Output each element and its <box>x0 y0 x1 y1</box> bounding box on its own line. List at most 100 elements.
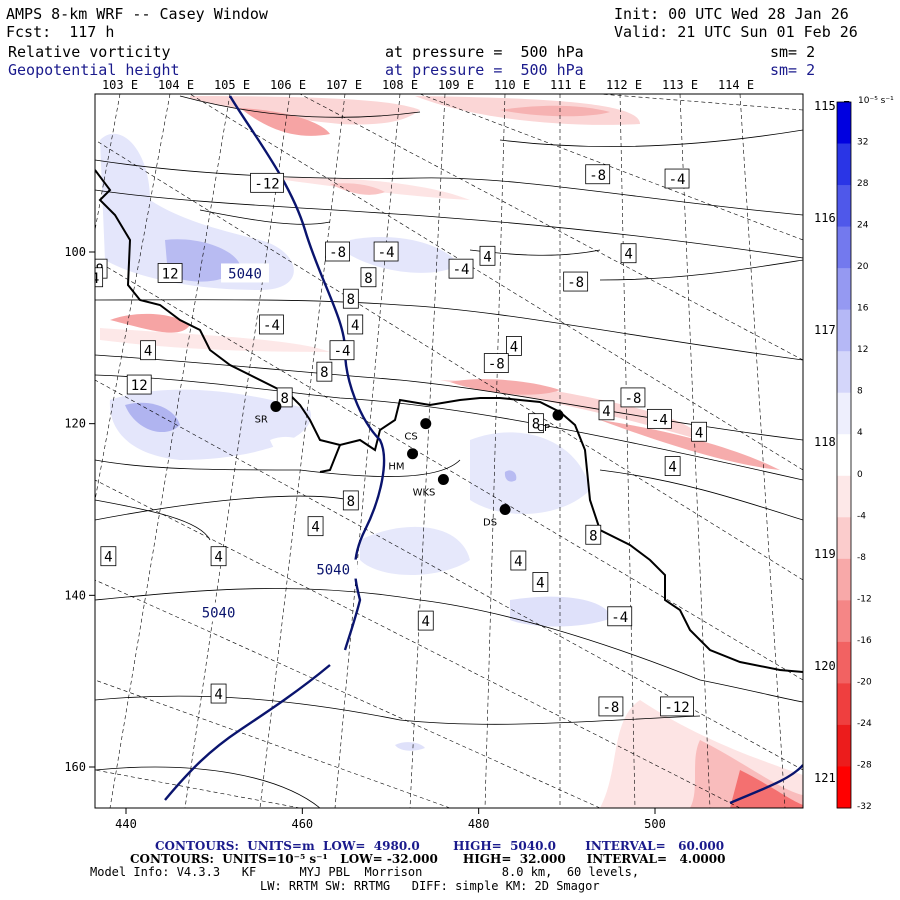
contour-label-box <box>563 271 589 292</box>
map-plot-area: -12-8-4-8-4845040-444128-88-4444-4-88128… <box>95 94 803 808</box>
contour-label-text: 5040 <box>202 606 236 622</box>
vorticity-contour-label: -4 <box>329 340 355 361</box>
station-dot <box>552 409 564 421</box>
contour-label-text: 4 <box>214 687 222 703</box>
positive-vorticity-shading <box>100 133 612 751</box>
vorticity-contour-label: -8 <box>563 271 589 292</box>
colorbar-label: 16 <box>857 304 869 314</box>
contour-label-box <box>342 288 359 309</box>
contour-label-text: 8 <box>320 365 328 381</box>
station-dot <box>270 401 282 412</box>
contour-label-text: 5040 <box>316 563 350 579</box>
colorbar-label: -32 <box>857 802 872 812</box>
contour-label-box <box>620 387 646 408</box>
y-axis: 100 120 140 160 <box>64 245 95 774</box>
contour-label-text: 4 <box>602 404 610 420</box>
contour-label-text: 4 <box>624 247 632 263</box>
contour-label-box <box>479 245 496 266</box>
contour-label-box <box>373 241 399 262</box>
contour-label-box <box>342 490 359 511</box>
contour-label-text: 12 <box>131 378 148 394</box>
contour-label-box <box>448 258 474 279</box>
vorticity-contour-label: 8 <box>585 524 602 545</box>
contour-label-box <box>528 413 544 434</box>
contour-label-box <box>483 353 509 373</box>
height-contour-label: 5040 <box>309 559 358 579</box>
footer-physics-info: LW: RRTM SW: RRTMG DIFF: simple KM: 2D S… <box>260 879 600 893</box>
contour-label-text: -12 <box>664 700 689 716</box>
vorticity-contour-label: 8 <box>360 267 377 288</box>
station-label: CP <box>537 423 550 434</box>
vorticity-contour-label: 8 <box>528 413 544 434</box>
field1-smoothing: sm= 2 <box>770 43 816 61</box>
contour-label-text: -4 <box>334 344 351 360</box>
contour-label-box <box>506 336 522 356</box>
vorticity-contour-label: 8 <box>316 361 333 382</box>
height-contour-label: 5040 <box>221 263 270 283</box>
vorticity-contour-label: -4 <box>607 606 633 627</box>
lon-label-top: 113 E <box>662 78 698 92</box>
contour-label-box <box>417 610 434 631</box>
contour-label-text: 8 <box>280 391 288 407</box>
model-title: AMPS 8-km WRF -- Casey Window <box>6 5 268 23</box>
vorticity-contour-label: 8 <box>342 288 359 309</box>
field2-smoothing: sm= 2 <box>770 61 816 79</box>
init-time: Init: 00 UTC Wed 28 Jan 26 <box>614 5 849 23</box>
colorbar-label: -16 <box>857 636 872 646</box>
colorbar-label: -24 <box>857 719 872 729</box>
coastline <box>95 169 803 673</box>
vorticity-contour-label: -8 <box>585 164 611 185</box>
station-marker: DS <box>483 504 511 529</box>
contour-label-box <box>194 602 243 622</box>
colorbar-label: -4 <box>857 511 866 521</box>
contour-label-text: 5040 <box>228 266 262 282</box>
contour-label-box <box>309 559 358 579</box>
contour-label-text: 12 <box>162 266 179 282</box>
colorbar-swatch <box>837 226 851 269</box>
contour-label-box <box>140 340 156 361</box>
contour-label-text: -4 <box>669 172 686 188</box>
colorbar-swatch <box>837 517 851 560</box>
vorticity-contour-label: -4 <box>259 314 284 335</box>
vorticity-contour-label: 4 <box>140 340 156 361</box>
colorbar-swatch <box>837 683 851 726</box>
vorticity-contour-label: 4 <box>347 314 364 335</box>
contour-label-text: -8 <box>602 700 619 716</box>
contour-label-box <box>598 696 624 717</box>
colorbar-swatch <box>837 185 851 228</box>
colorbar-label: -8 <box>857 553 866 563</box>
footer-model-info: Model Info: V4.3.3 KF MYJ PBL Morrison 8… <box>90 865 640 879</box>
vorticity-contour-label: -4 <box>448 258 474 279</box>
vorticity-contour-label: 4 <box>510 550 527 571</box>
contour-label-box <box>664 456 681 476</box>
station-dot <box>499 504 511 515</box>
colorbar-swatch <box>837 143 851 186</box>
colorbar-label: -12 <box>857 594 872 604</box>
contour-label-box <box>532 572 549 592</box>
contour-label-text: 4 <box>214 550 222 566</box>
lon-label-top: 110 E <box>494 78 530 92</box>
colorbar-label: 8 <box>857 387 863 397</box>
x-axis: 440 460 480 500 <box>115 808 666 831</box>
station-dot <box>420 418 432 430</box>
x-tick-label: 440 <box>115 817 137 831</box>
colorbar-label: 32 <box>857 138 868 148</box>
contour-label-box <box>276 387 293 408</box>
x-tick-label: 480 <box>468 817 490 831</box>
colorbar-label: 12 <box>857 345 868 355</box>
station-dot <box>407 448 419 460</box>
contour-label-box <box>510 550 527 571</box>
colorbar-swatch <box>837 392 851 435</box>
contour-label-box <box>325 241 351 262</box>
contour-label-text: 8 <box>589 528 597 544</box>
contour-label-box <box>691 421 707 442</box>
footer-vorticity-contours: CONTOURS: UNITS=10⁻⁵ s⁻¹ LOW= -32.000 HI… <box>130 852 726 866</box>
colorbar-swatch <box>837 641 851 684</box>
lon-label-top: 111 E <box>550 78 586 92</box>
vorticity-contour-label: 4 <box>479 245 496 266</box>
vorticity-contour-label: 12 <box>126 374 152 395</box>
contour-label-box <box>347 314 364 335</box>
map-frame <box>94 93 804 809</box>
vorticity-contour-label: -4 <box>664 168 690 189</box>
vorticity-contour-label: 4 <box>210 546 227 567</box>
